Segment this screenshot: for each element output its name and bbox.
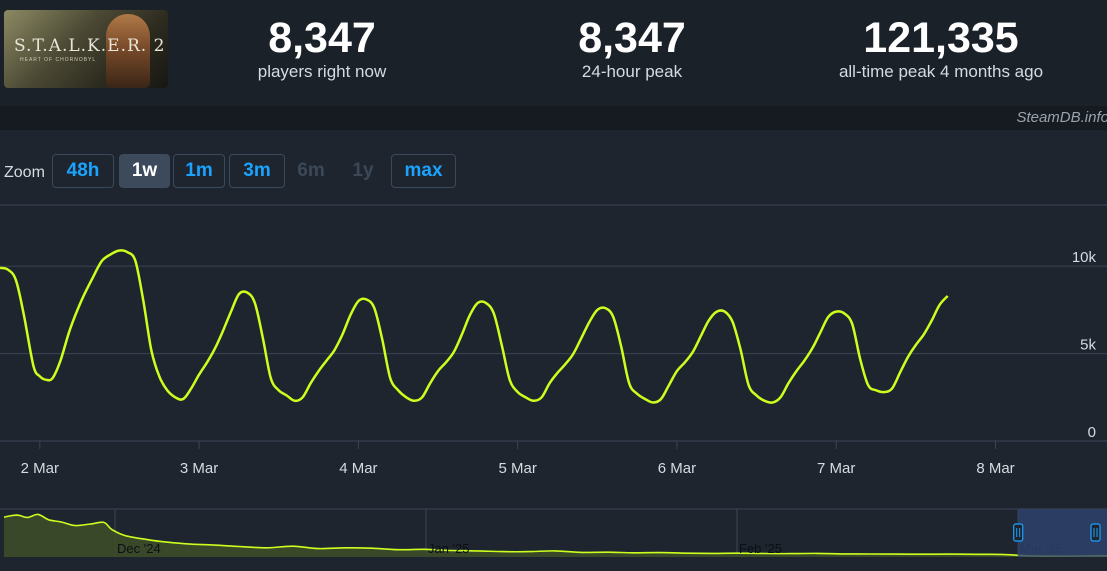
stat-label: players right now [257,62,387,81]
zoom-1w-button[interactable]: 1w [119,154,170,188]
zoom-48h-button[interactable]: 48h [52,154,114,188]
main-series [0,249,949,404]
navigator-tick-label: Jan '25 [428,541,470,556]
stat-label: 24-hour peak [581,62,683,81]
zoom-1y-button[interactable]: 1y [352,160,374,181]
navigator-area [4,514,1107,557]
x-axis-tick-labels: 2 Mar 3 Mar 4 Mar 5 Mar 6 Mar 7 Mar 8 Mar [21,441,1015,477]
zoom-max-button[interactable]: max [391,154,456,188]
game-subtitle: HEART OF CHORNOBYL [20,57,97,63]
chart-area [0,130,1107,571]
steamdb-credit-link[interactable]: SteamDB.info [1016,109,1107,126]
y-tick-label: 0 [1088,424,1096,441]
credit-bar: SteamDB.info [0,106,1107,130]
zoom-3m-button[interactable]: 3m [229,154,285,188]
stat-players-now: 8,347 players right now [192,14,452,82]
stat-value: 121,335 [863,14,1019,62]
player-count-line [0,249,949,404]
navigator-selection[interactable] [1013,509,1107,557]
stat-all-time-peak: 121,335 all-time peak 4 months ago [811,14,1071,82]
y-tick-label: 5k [1080,337,1096,354]
y-axis-tick-labels: 0 5k 10k [1072,249,1097,441]
stat-24h-peak: 8,347 24-hour peak [502,14,762,82]
zoom-1m-button[interactable]: 1m [173,154,225,188]
stat-value: 8,347 [268,14,376,62]
navigator-tick-label: Dec '24 [117,541,161,556]
zoom-label: Zoom [4,164,45,181]
stalker-figure-icon [106,14,150,88]
game-title: S.T.A.L.K.E.R. 2 [14,36,166,56]
stat-value: 8,347 [578,14,686,62]
header: S.T.A.L.K.E.R. 2 HEART OF CHORNOBYL 8,34… [0,0,1107,106]
y-tick-label: 10k [1072,249,1097,266]
navigator-line [3,513,1107,558]
x-tick-label: 7 Mar [817,460,855,477]
main-grid [0,204,1107,442]
x-tick-label: 4 Mar [339,460,377,477]
x-tick-label: 2 Mar [21,460,59,477]
x-tick-label: 3 Mar [180,460,218,477]
navigator-tick-label: Feb '25 [739,541,782,556]
navigator-series [3,513,1107,558]
navigator-right-handle[interactable] [1090,523,1101,542]
x-tick-label: 6 Mar [658,460,696,477]
zoom-6m-button[interactable]: 6m [297,160,325,181]
navigator-left-handle[interactable] [1013,523,1024,542]
x-tick-label: 5 Mar [498,460,536,477]
x-tick-label: 8 Mar [976,460,1014,477]
stat-label: all-time peak 4 months ago [838,62,1044,81]
game-capsule-image[interactable]: S.T.A.L.K.E.R. 2 HEART OF CHORNOBYL [4,10,168,88]
